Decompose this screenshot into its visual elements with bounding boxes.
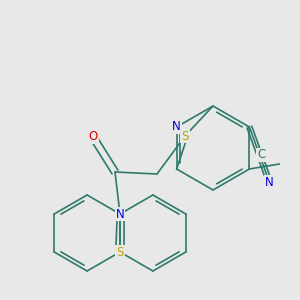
Text: N: N — [172, 121, 181, 134]
Text: S: S — [181, 130, 189, 142]
Text: S: S — [116, 245, 124, 259]
Text: O: O — [88, 130, 98, 143]
Text: N: N — [116, 208, 124, 220]
Text: C: C — [257, 148, 266, 161]
Text: N: N — [265, 176, 274, 188]
